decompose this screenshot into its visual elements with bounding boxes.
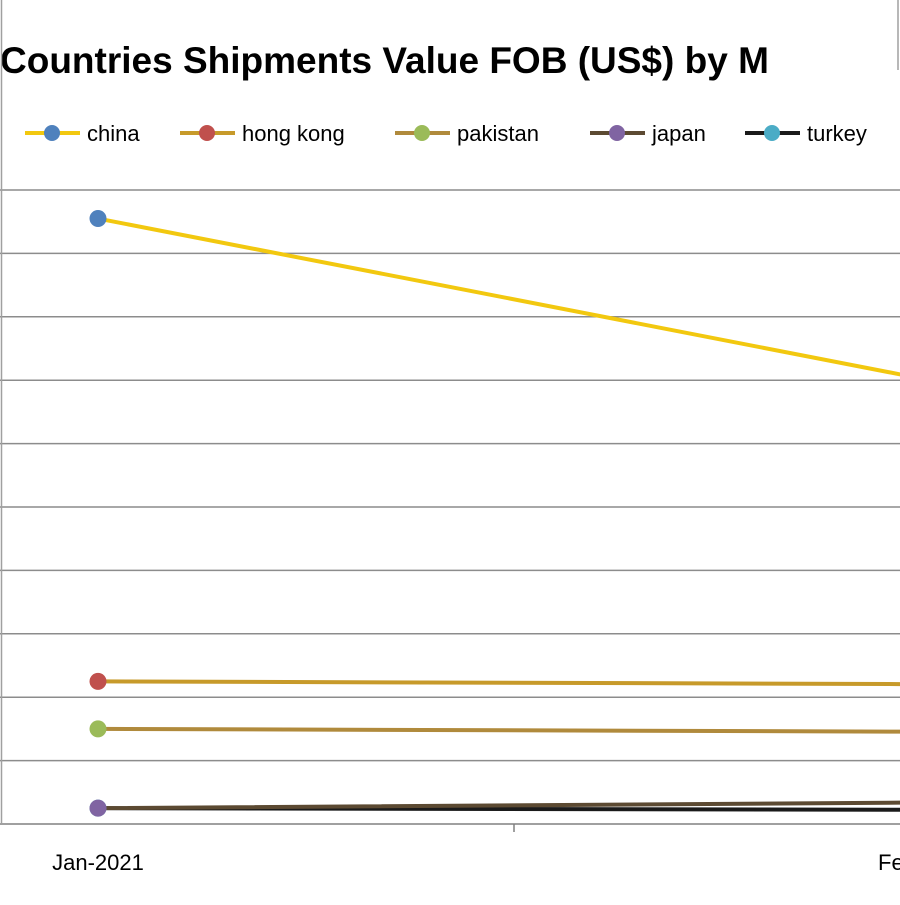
data-point-china xyxy=(90,210,107,227)
x-tick-label: Fe xyxy=(878,850,900,875)
legend-label: japan xyxy=(651,121,706,146)
legend-swatch-marker xyxy=(199,125,215,141)
legend-swatch-marker xyxy=(764,125,780,141)
legend-swatch-marker xyxy=(609,125,625,141)
data-point-pakistan xyxy=(90,720,107,737)
x-tick-label: Jan-2021 xyxy=(52,850,144,875)
chart-title: Countries Shipments Value FOB (US$) by M xyxy=(0,40,769,81)
legend-swatch-marker xyxy=(44,125,60,141)
legend-label: hong kong xyxy=(242,121,345,146)
data-point-japan xyxy=(90,800,107,817)
legend-label: pakistan xyxy=(457,121,539,146)
legend-label: turkey xyxy=(807,121,867,146)
legend-swatch-marker xyxy=(414,125,430,141)
legend-label: china xyxy=(87,121,140,146)
data-point-hong-kong xyxy=(90,673,107,690)
